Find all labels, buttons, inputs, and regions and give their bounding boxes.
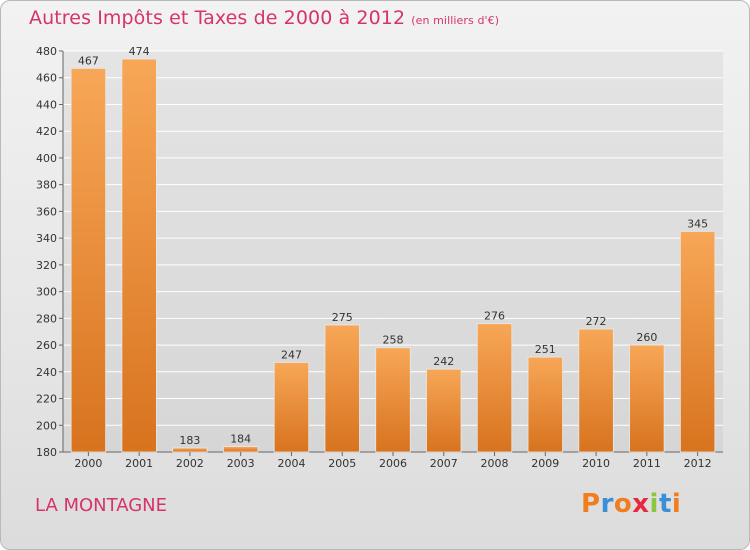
data-label: 467 <box>78 54 99 67</box>
logo-letter: i <box>671 489 682 519</box>
x-tick-label: 2010 <box>582 457 610 470</box>
proxiti-logo: Proxiti <box>581 489 681 519</box>
data-label: 474 <box>129 45 150 58</box>
bar <box>578 328 614 453</box>
data-label: 251 <box>535 343 556 356</box>
y-tick-label: 460 <box>36 72 57 85</box>
x-tick-label: 2012 <box>684 457 712 470</box>
y-tick-label: 200 <box>36 419 57 432</box>
data-label: 247 <box>281 348 302 361</box>
y-tick-label: 280 <box>36 312 57 325</box>
y-tick-label: 340 <box>36 232 57 245</box>
x-tick-label: 2008 <box>481 457 509 470</box>
bar <box>476 323 513 453</box>
y-tick-label: 300 <box>36 286 57 299</box>
y-tick-label: 220 <box>36 393 57 406</box>
title-text: Autres Impôts et Taxes de 2000 à 2012 <box>29 7 406 29</box>
y-tick-label: 240 <box>36 366 57 379</box>
data-label: 275 <box>332 311 353 324</box>
x-tick-label: 2005 <box>328 457 356 470</box>
logo-letter: x <box>632 489 650 519</box>
data-label: 258 <box>383 334 404 347</box>
data-label: 345 <box>687 217 708 230</box>
y-tick-label: 380 <box>36 179 57 192</box>
bar <box>629 344 665 453</box>
data-label: 260 <box>636 331 657 344</box>
y-tick-label: 260 <box>36 339 57 352</box>
x-tick-label: 2004 <box>277 457 305 470</box>
logo-letter: o <box>613 489 633 519</box>
bar <box>121 58 157 453</box>
data-label: 242 <box>433 355 454 368</box>
y-tick-label: 400 <box>36 152 57 165</box>
x-tick-label: 2002 <box>176 457 204 470</box>
data-label: 276 <box>484 310 505 323</box>
x-tick-label: 2003 <box>227 457 255 470</box>
logo-letter: i <box>649 489 659 519</box>
x-tick-label: 2001 <box>125 457 153 470</box>
logo-letter: r <box>600 489 614 519</box>
bar <box>426 368 462 453</box>
data-label: 272 <box>586 315 607 328</box>
x-tick-label: 2006 <box>379 457 407 470</box>
bar <box>223 446 259 453</box>
y-tick-label: 360 <box>36 205 57 218</box>
bar <box>172 447 208 453</box>
bar <box>375 347 411 453</box>
y-tick-label: 420 <box>36 125 57 138</box>
x-tick-label: 2000 <box>74 457 102 470</box>
bar <box>273 362 310 453</box>
y-tick-label: 320 <box>36 259 57 272</box>
x-tick-label: 2011 <box>633 457 661 470</box>
data-label: 184 <box>230 433 251 446</box>
chart-title: Autres Impôts et Taxes de 2000 à 2012 (en… <box>29 7 499 29</box>
commune-name: LA MONTAGNE <box>35 495 168 516</box>
bar <box>527 356 563 453</box>
y-tick-label: 180 <box>36 446 57 459</box>
y-tick-label: 440 <box>36 98 57 111</box>
logo-letter: P <box>581 489 601 519</box>
x-tick-label: 2009 <box>531 457 559 470</box>
logo-letter: t <box>658 489 672 519</box>
bar <box>70 67 107 453</box>
y-tick-label: 480 <box>36 45 57 58</box>
chart-subtitle: (en milliers d'€) <box>411 14 500 27</box>
bar <box>324 324 360 453</box>
bar <box>679 231 716 453</box>
x-tick-label: 2007 <box>430 457 458 470</box>
data-label: 183 <box>179 434 200 447</box>
